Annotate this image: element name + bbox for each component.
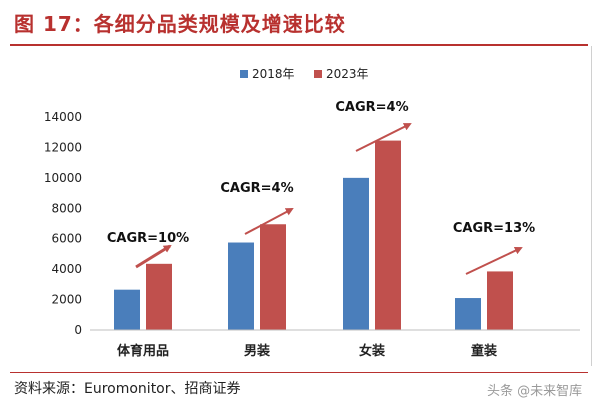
- x-axis: 体育用品 男装 女装 童装: [90, 329, 580, 359]
- x-tick-label: 女装: [359, 343, 385, 359]
- legend-label-2023: 2023年: [326, 67, 369, 81]
- legend-swatch-2023: [314, 70, 322, 78]
- x-tick-label: 童装: [471, 343, 497, 359]
- legend: 2018年 2023年: [240, 67, 369, 81]
- cagr-label: CAGR=10%: [107, 231, 189, 246]
- x-tick-label: 体育用品: [117, 343, 169, 359]
- growth-arrow: [355, 123, 412, 152]
- bar-2023: [260, 224, 286, 330]
- y-tick-label: 4000: [51, 262, 82, 276]
- figure-title: 图 17：各细分品类规模及增速比较: [14, 12, 346, 36]
- frame-right-edge: [591, 46, 592, 366]
- watermark: 头条 @未来智库: [487, 384, 583, 399]
- legend-label-2018: 2018年: [252, 67, 295, 81]
- cagr-label: CAGR=4%: [220, 181, 293, 196]
- growth-arrow: [244, 208, 294, 235]
- cagr-label: CAGR=13%: [453, 221, 535, 236]
- cagr-annotations: CAGR=10% CAGR=4% CAGR=4% CAGR=13%: [107, 100, 535, 275]
- bar-2018: [114, 289, 140, 330]
- y-tick-label: 12000: [44, 140, 82, 154]
- y-tick-label: 10000: [44, 171, 82, 185]
- y-tick-label: 2000: [51, 293, 82, 307]
- bar-2023: [487, 271, 513, 330]
- footer-divider: [10, 372, 588, 373]
- y-axis: 0 2000 4000 6000 8000 10000 12000 14000: [44, 110, 82, 337]
- y-tick-label: 14000: [44, 110, 82, 124]
- bar-chart: 2018年 2023年 0 2000 4000 6000 8000 10000 12000 14…: [44, 67, 580, 359]
- title-divider: [10, 44, 588, 46]
- bar-2023: [146, 263, 172, 330]
- x-tick-label: 男装: [244, 343, 270, 359]
- bar-2018: [343, 177, 369, 330]
- y-tick-label: 6000: [51, 232, 82, 246]
- bar-2018: [228, 242, 254, 330]
- bars: [114, 140, 513, 330]
- bar-2023: [375, 140, 401, 330]
- y-tick-label: 8000: [51, 201, 82, 215]
- legend-swatch-2018: [240, 70, 248, 78]
- bar-2018: [455, 298, 481, 330]
- y-tick-label: 0: [74, 323, 82, 337]
- growth-arrow: [135, 244, 172, 269]
- growth-arrow: [465, 246, 523, 275]
- cagr-label: CAGR=4%: [335, 100, 408, 115]
- source-note: 资料来源：Euromonitor、招商证券: [14, 381, 241, 397]
